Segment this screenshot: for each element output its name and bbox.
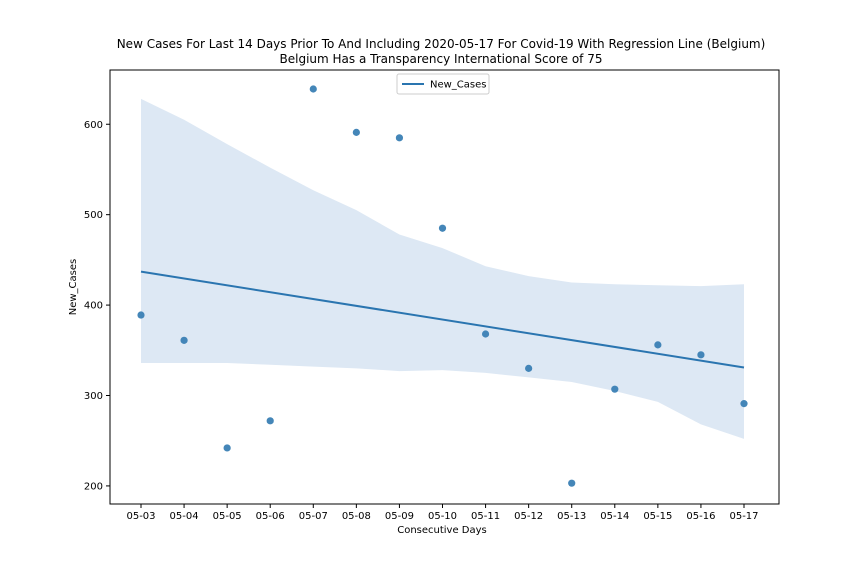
data-point-05-07 [309, 85, 317, 93]
legend-box [396, 73, 490, 95]
y-tick-label-400: 400 [84, 301, 103, 312]
data-point-05-05 [223, 444, 231, 452]
data-point-05-11 [481, 330, 490, 338]
x-tick-label-05-16: 05-16 [686, 511, 715, 522]
data-point-05-09 [395, 134, 404, 142]
data-point-05-14 [611, 385, 619, 393]
x-tick-label-05-05: 05-05 [213, 511, 242, 522]
confidence-band [141, 98, 744, 439]
data-point-05-12 [525, 364, 533, 372]
data-point-05-03 [137, 311, 145, 319]
x-tick-label-05-12: 05-12 [514, 511, 543, 522]
y-tick-label-600: 600 [84, 120, 103, 131]
data-point-05-13 [568, 479, 576, 487]
data-point-05-10 [438, 224, 447, 232]
chart-title: New Cases For Last 14 Days Prior To And … [117, 37, 766, 51]
data-point-05-15 [654, 341, 662, 349]
x-axis: 05-03 05-04 05-05 05-06 05-07 05-08 05-09 05-10… [126, 504, 759, 522]
x-tick-label-05-09: 05-09 [385, 511, 414, 522]
y-axis: 200 300 400 500 600 [84, 120, 110, 492]
data-point-05-17 [740, 400, 748, 408]
x-tick-label-05-07: 05-07 [299, 511, 328, 522]
y-axis-label: New_Cases [68, 259, 79, 316]
legend: New_Cases [396, 73, 490, 95]
data-point-05-16 [697, 351, 705, 359]
plot-area: 05-03 05-04 05-05 05-06 05-07 05-08 05-09 05-10… [84, 69, 780, 522]
x-tick-label-05-10: 05-10 [428, 511, 457, 522]
plot-frame [109, 69, 780, 505]
y-tick-label-500: 500 [84, 210, 103, 221]
x-tick-label-05-17: 05-17 [729, 511, 758, 522]
data-points [137, 85, 748, 487]
x-tick-label-05-15: 05-15 [643, 511, 672, 522]
regression-line [140, 270, 745, 369]
legend-label: New_Cases [430, 80, 487, 91]
x-tick-label-05-08: 05-08 [342, 511, 371, 522]
x-tick-label-05-13: 05-13 [557, 511, 586, 522]
x-tick-label-05-03: 05-03 [126, 511, 155, 522]
data-point-05-04 [180, 336, 188, 344]
data-point-05-08 [352, 128, 360, 136]
x-tick-label-05-06: 05-06 [256, 511, 285, 522]
y-tick-label-200: 200 [84, 481, 103, 492]
x-tick-label-05-14: 05-14 [600, 511, 629, 522]
y-tick-label-300: 300 [84, 391, 103, 402]
x-tick-label-05-11: 05-11 [471, 511, 500, 522]
data-point-05-06 [266, 417, 274, 425]
x-tick-label-05-04: 05-04 [170, 511, 199, 522]
x-axis-label: Consecutive Days [397, 525, 487, 536]
chart-subtitle: Belgium Has a Transparency International… [280, 52, 603, 66]
